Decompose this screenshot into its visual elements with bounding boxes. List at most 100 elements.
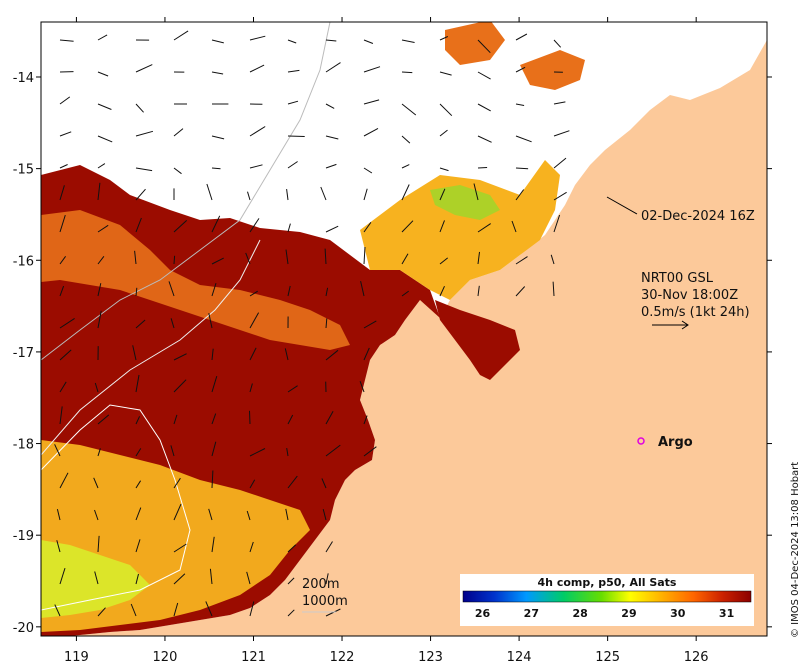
current-vector-arrow <box>401 220 414 233</box>
current-vector-arrow <box>97 224 109 233</box>
current-vector-arrow <box>249 541 254 553</box>
current-vector-arrow <box>477 71 491 80</box>
current-vector-arrow <box>59 567 66 585</box>
current-vector-arrow <box>553 39 562 48</box>
current-vector-arrow <box>249 290 258 297</box>
current-vector-arrow <box>170 445 175 457</box>
current-vector-arrow <box>401 184 410 201</box>
current-vector-arrow <box>363 188 368 201</box>
x-tick-label: 120 <box>153 650 178 665</box>
current-vector-arrow <box>439 257 449 265</box>
current-vector-arrow <box>363 320 377 329</box>
current-vector-arrow <box>401 253 409 265</box>
current-vector-arrow <box>325 39 337 42</box>
current-vector-arrow <box>325 135 339 140</box>
current-vector-arrow <box>287 577 295 585</box>
colorbar-tick-label: 26 <box>475 607 491 620</box>
current-vector-arrow <box>211 135 225 140</box>
current-vector-arrow <box>477 135 492 143</box>
x-tick-label: 119 <box>64 650 89 665</box>
current-vector-arrow <box>247 191 251 201</box>
current-vector-arrow <box>363 446 377 457</box>
current-vector-arrow <box>94 509 99 521</box>
current-vector-arrow <box>59 96 71 105</box>
y-axis: -14 -15 -16 -17 -18 -19 -20 <box>13 71 772 636</box>
x-tick-label: 123 <box>418 650 443 665</box>
current-vector-arrow <box>325 444 341 457</box>
current-vector-arrow <box>173 477 181 489</box>
scale-arrow-icon <box>652 320 689 330</box>
current-vector-arrow <box>173 128 184 137</box>
current-vector-arrow <box>515 189 525 201</box>
current-vector-arrow <box>401 39 415 43</box>
current-vector-arrow <box>439 167 449 172</box>
current-vector-arrow <box>477 251 480 265</box>
current-vector-arrow <box>477 103 491 112</box>
current-vector-arrow <box>135 573 139 585</box>
current-vector-arrow <box>439 71 452 76</box>
current-vector-arrow <box>401 135 411 144</box>
currents-scale: 0.5m/s (1kt 24h) <box>641 305 750 320</box>
current-vector-arrow <box>173 414 178 425</box>
current-vector-arrow <box>473 183 479 201</box>
current-vector-arrow <box>325 410 334 425</box>
current-vector-arrow <box>211 39 224 44</box>
current-vector-arrow <box>211 167 221 170</box>
current-vector-arrow <box>97 163 106 169</box>
current-vector-arrow <box>59 256 67 265</box>
current-vector-arrow <box>132 345 137 361</box>
current-vector-arrow <box>401 71 413 74</box>
current-vector-arrow <box>287 385 298 393</box>
y-tick-label: -20 <box>13 621 34 636</box>
current-vector-arrow <box>401 164 410 169</box>
current-vector-arrow <box>249 347 257 361</box>
current-vector-arrow <box>286 448 289 457</box>
current-vector-arrow <box>206 183 213 201</box>
current-vector-arrow <box>173 255 176 265</box>
current-vector-arrow <box>135 167 153 172</box>
current-vector-arrow <box>363 127 379 137</box>
colorbar-tick-label: 29 <box>621 607 636 620</box>
current-vector-arrow <box>94 571 99 585</box>
current-vector-arrow <box>515 167 529 170</box>
y-tick-label: -16 <box>13 254 34 269</box>
current-vector-arrow <box>246 571 251 585</box>
current-vector-arrow <box>363 347 370 361</box>
current-vector-arrow <box>553 101 566 105</box>
current-vector-arrow <box>553 191 567 201</box>
current-vector-arrow <box>249 383 253 393</box>
current-vector-arrow <box>135 480 142 489</box>
current-vector-arrow <box>59 349 72 361</box>
current-vector-arrow <box>550 254 555 265</box>
current-vector-arrow <box>97 310 102 329</box>
current-vector-arrow <box>211 470 214 489</box>
current-vector-arrow <box>511 220 517 233</box>
isobath-1000m-contour <box>41 404 191 611</box>
current-vector-arrow <box>211 536 215 553</box>
current-vector-arrow <box>363 99 380 105</box>
current-vector-arrow <box>249 312 260 329</box>
x-tick-label: 124 <box>507 650 532 665</box>
isobath-200m-label: 200m <box>302 577 339 592</box>
current-vector-arrow <box>135 416 141 425</box>
current-vector-arrow <box>325 349 339 361</box>
current-vector-arrow <box>208 508 213 521</box>
current-vector-arrow <box>553 157 567 169</box>
current-vector-arrow <box>130 603 137 617</box>
current-vector-arrow <box>285 249 289 265</box>
current-vector-arrow <box>170 318 175 329</box>
argo-float-marker <box>637 437 645 445</box>
current-vector-arrow <box>173 543 187 553</box>
sst-patch-warm <box>41 210 350 350</box>
plot-frame <box>40 21 768 637</box>
current-vector-arrow <box>360 280 365 297</box>
timestamp-label: 02-Dec-2024 16Z <box>641 209 755 224</box>
current-vector-arrow <box>173 353 187 361</box>
current-vector-arrow <box>59 214 66 233</box>
current-vector-arrow <box>515 286 526 297</box>
current-vector-arrow <box>325 541 333 553</box>
current-vector-arrow <box>552 281 555 297</box>
current-vector-arrow <box>97 135 113 143</box>
current-vector-arrow <box>515 33 528 41</box>
